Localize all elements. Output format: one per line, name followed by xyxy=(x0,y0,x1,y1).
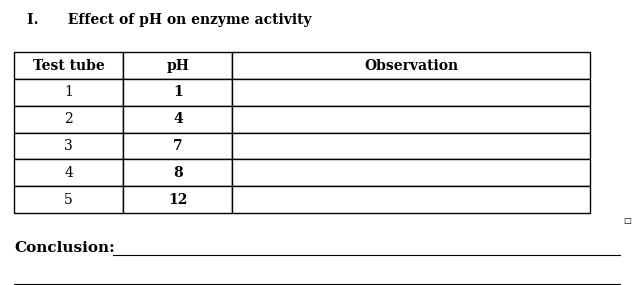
Text: 1: 1 xyxy=(64,86,73,99)
Text: 3: 3 xyxy=(64,139,73,153)
Text: 12: 12 xyxy=(168,193,188,207)
Bar xyxy=(233,133,590,159)
Bar xyxy=(14,186,123,213)
Bar xyxy=(123,79,233,106)
Bar xyxy=(233,159,590,186)
Text: 5: 5 xyxy=(64,193,73,207)
Bar xyxy=(233,186,590,213)
Bar xyxy=(123,186,233,213)
Bar xyxy=(14,106,123,133)
Bar xyxy=(123,159,233,186)
Text: 7: 7 xyxy=(173,139,183,153)
Bar xyxy=(14,133,123,159)
Bar xyxy=(14,159,123,186)
Bar xyxy=(123,133,233,159)
Bar xyxy=(233,79,590,106)
Text: 8: 8 xyxy=(173,166,183,180)
Text: Conclusion:: Conclusion: xyxy=(14,241,115,255)
Bar xyxy=(233,106,590,133)
Text: I.      Effect of pH on enzyme activity: I. Effect of pH on enzyme activity xyxy=(27,13,312,27)
Text: Test tube: Test tube xyxy=(33,59,104,73)
Bar xyxy=(233,52,590,79)
Text: 4: 4 xyxy=(173,112,183,126)
Text: Observation: Observation xyxy=(364,59,458,73)
Text: 4: 4 xyxy=(64,166,73,180)
Bar xyxy=(123,106,233,133)
Bar xyxy=(14,52,123,79)
Text: pH: pH xyxy=(167,59,189,73)
Text: □: □ xyxy=(623,216,631,225)
Text: 2: 2 xyxy=(64,112,73,126)
Bar xyxy=(14,79,123,106)
Text: 1: 1 xyxy=(173,86,183,99)
Bar xyxy=(123,52,233,79)
